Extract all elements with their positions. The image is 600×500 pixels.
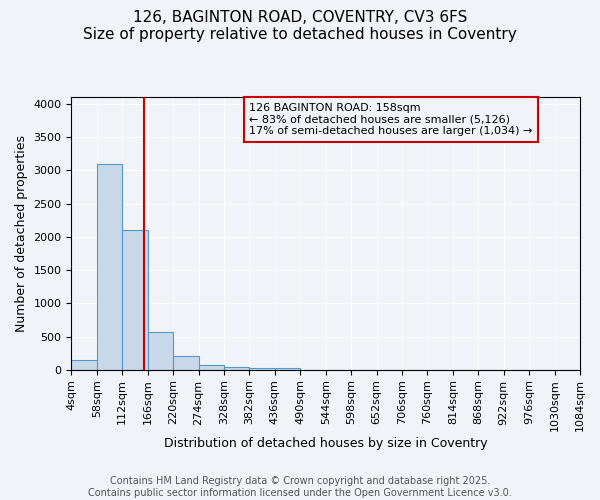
Bar [148, 332, 173, 370]
Text: Contains HM Land Registry data © Crown copyright and database right 2025.
Contai: Contains HM Land Registry data © Crown c… [88, 476, 512, 498]
X-axis label: Distribution of detached houses by size in Coventry: Distribution of detached houses by size … [164, 437, 488, 450]
Bar [250, 368, 275, 370]
Bar [199, 365, 224, 370]
Y-axis label: Number of detached properties: Number of detached properties [15, 135, 28, 332]
Bar [173, 356, 199, 370]
Text: 126, BAGINTON ROAD, COVENTRY, CV3 6FS
Size of property relative to detached hous: 126, BAGINTON ROAD, COVENTRY, CV3 6FS Si… [83, 10, 517, 42]
Text: 126 BAGINTON ROAD: 158sqm
← 83% of detached houses are smaller (5,126)
17% of se: 126 BAGINTON ROAD: 158sqm ← 83% of detac… [250, 103, 533, 136]
Bar [275, 368, 300, 370]
Bar [224, 366, 250, 370]
Bar [97, 164, 122, 370]
Bar [71, 360, 97, 370]
Bar [122, 230, 148, 370]
